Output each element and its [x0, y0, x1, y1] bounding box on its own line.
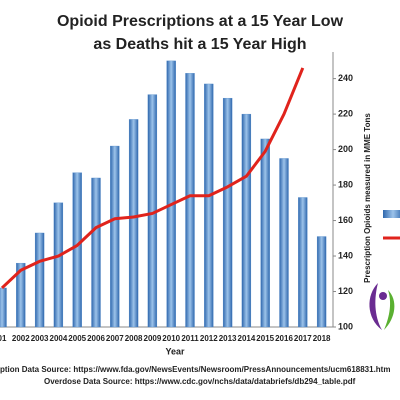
- bar: [279, 158, 289, 328]
- x-tick-label: 2016: [275, 334, 293, 343]
- y2-tick-label: 200: [338, 144, 353, 154]
- x-axis-label: Year: [165, 346, 185, 356]
- y2-tick-label: 180: [338, 179, 353, 189]
- y2-axis-label: Prescription Opioids measured in MME Ton…: [363, 113, 372, 283]
- bar: [204, 83, 214, 328]
- bar: [260, 138, 270, 328]
- line-series: [0, 67, 305, 290]
- y2-tick-label: 140: [338, 250, 353, 260]
- bar: [222, 97, 233, 328]
- y2-tick-label: 220: [338, 108, 353, 118]
- bar: [53, 202, 64, 328]
- y2-tick-label: 240: [338, 73, 353, 83]
- x-tick-label: 2011: [181, 334, 199, 343]
- bar: [72, 172, 82, 328]
- bar: [241, 113, 252, 328]
- chart-subtitle: as Deaths hit a 15 Year High: [93, 36, 306, 53]
- x-tick-label: 2004: [50, 334, 68, 343]
- bar: [91, 177, 101, 328]
- bar: [128, 119, 139, 328]
- x-tick-label: 01: [0, 334, 7, 343]
- bar: [166, 60, 176, 328]
- x-tick-label: 2014: [238, 334, 256, 343]
- bar: [298, 197, 308, 328]
- x-tick-label: 2015: [256, 334, 274, 343]
- bar: [185, 73, 195, 328]
- x-tick-label: 2013: [219, 334, 237, 343]
- bar: [0, 287, 7, 328]
- x-tick-label: 2006: [87, 334, 105, 343]
- logo: [369, 283, 395, 330]
- y2-tick-label: 100: [338, 321, 353, 331]
- y2-tick-label: 120: [338, 286, 353, 296]
- x-tick-label: 2003: [31, 334, 49, 343]
- x-tick-label: 2012: [200, 334, 218, 343]
- source-note: ption Data Source: https://www.fda.gov/N…: [0, 365, 390, 374]
- chart-title: Opioid Prescriptions at a 15 Year Low: [57, 13, 344, 30]
- x-tick-label: 2008: [125, 334, 143, 343]
- bar: [316, 236, 327, 328]
- x-tick-label: 2005: [68, 334, 86, 343]
- y2-tick-label: 160: [338, 215, 353, 225]
- bar: [16, 262, 26, 328]
- x-tick-label: 2009: [144, 334, 162, 343]
- bar: [34, 232, 45, 328]
- source-note: Overdose Data Source: https://www.cdc.go…: [44, 377, 356, 386]
- x-tick-label: 2010: [162, 334, 180, 343]
- x-tick-label: 2007: [106, 334, 124, 343]
- bar: [110, 145, 120, 328]
- x-tick-label: 2002: [12, 334, 30, 343]
- x-tick-label: 2017: [294, 334, 312, 343]
- x-tick-label: 2018: [313, 334, 331, 343]
- legend-swatch: [383, 210, 400, 218]
